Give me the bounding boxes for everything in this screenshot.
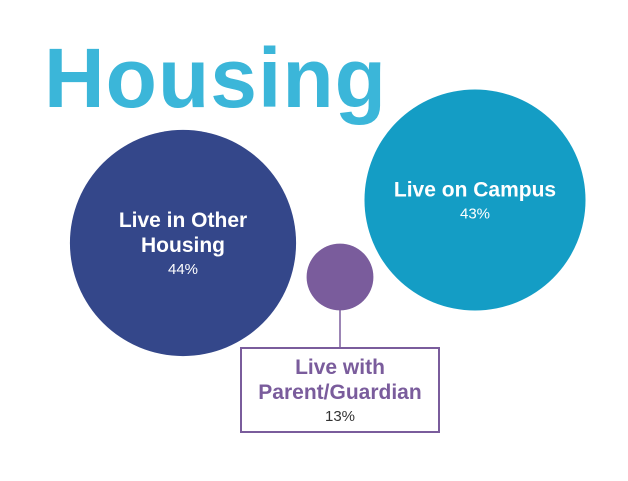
chart-title: Housing (44, 31, 387, 125)
category-label: Live on Campus (393, 178, 557, 202)
value-label: 44% (167, 261, 199, 279)
bubble-label: Live on Campus 43% (375, 177, 575, 222)
bubble (69, 129, 297, 357)
bubble-label: Live with Parent/Guardian 13% (240, 347, 440, 434)
value-label: 13% (324, 408, 356, 426)
bubble (364, 89, 586, 311)
bubble (306, 243, 374, 311)
value-label: 43% (459, 205, 491, 223)
category-label: Live in Other Housing (118, 208, 248, 257)
bubble-label: Live in Other Housing 44% (93, 208, 273, 278)
category-label: Live with Parent/Guardian (258, 356, 422, 405)
